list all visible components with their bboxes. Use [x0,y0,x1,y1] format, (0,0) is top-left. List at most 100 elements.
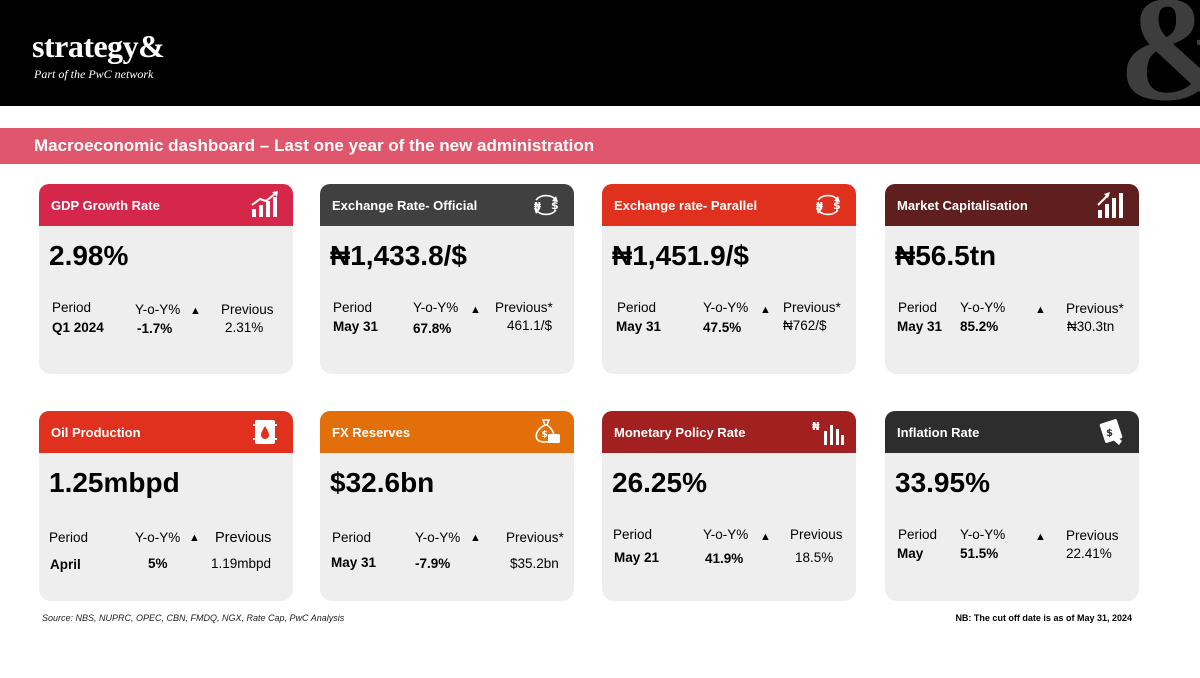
card-header: FX Reserves $ [320,411,574,453]
card-title: Inflation Rate [897,425,980,440]
card-title: FX Reserves [332,425,411,440]
title-banner: Macroeconomic dashboard – Last one year … [0,128,1200,164]
period-label: Period [49,530,89,545]
oil-production-card: Oil Production 1.25mbpd Period April Y-o… [39,411,293,601]
card-title: Exchange Rate- Official [332,198,478,213]
previous-value: ₦762/$ [783,318,827,333]
cutoff-note: NB: The cut off date is as of May 31, 20… [955,613,1132,623]
previous-value: $35.2bn [510,556,559,571]
card-header: Exchange Rate- Official ₦ $ [320,184,574,226]
period-label: Period [898,300,938,315]
market-capitalisation-card: Market Capitalisation ₦56.5tn Period May… [885,184,1139,374]
svg-text:$: $ [833,199,841,212]
up-triangle-icon: ▲ [470,304,481,316]
up-triangle-icon: ▲ [760,304,771,316]
yoy-label: Y-o-Y% [415,530,461,545]
card-title: GDP Growth Rate [51,198,160,213]
up-triangle-icon: ▲ [760,531,771,543]
previous-label: Previous [790,527,843,542]
period-value: May 31 [616,319,662,334]
up-triangle-icon: ▲ [1035,531,1046,543]
money-bag-icon: $ [535,419,560,443]
card-header: Oil Production [39,411,293,453]
period-label: Period [613,527,653,542]
period-label: Period [332,530,372,545]
card-header: Exchange rate- Parallel ₦ $ [602,184,856,226]
card-title: Exchange rate- Parallel [614,198,758,213]
yoy-label: Y-o-Y% [703,527,749,542]
oil-barrel-icon [253,420,277,444]
svg-text:$: $ [542,430,548,440]
yoy-value: 47.5% [703,320,742,335]
yoy-value: 85.2% [960,319,999,334]
period-value: April [50,557,81,572]
period-value: May 31 [897,319,943,334]
card-title: Monetary Policy Rate [614,425,746,440]
yoy-label: Y-o-Y% [413,300,459,315]
up-triangle-icon: ▲ [1035,304,1046,316]
period-value: Q1 2024 [52,320,104,335]
svg-text:₦: ₦ [816,201,823,212]
period-value: May [897,546,924,561]
previous-label: Previous [1066,528,1119,543]
up-triangle-icon: ▲ [189,532,200,544]
card-header: Inflation Rate $ [885,411,1139,453]
yoy-label: Y-o-Y% [135,530,181,545]
previous-label: Previous* [506,530,564,545]
previous-label: Previous* [1066,301,1124,316]
yoy-label: Y-o-Y% [703,300,749,315]
card-header: Monetary Policy Rate ₦ [602,411,856,453]
svg-text:$: $ [551,199,559,212]
metric-value: 2.98% [49,240,129,271]
previous-value: 1.19mbpd [211,556,272,571]
previous-label: Previous [221,302,274,317]
monetary-policy-rate-card: Monetary Policy Rate ₦ 26.25% Period May… [602,411,856,601]
bar-chart-up-icon [251,191,278,217]
previous-label: Previous [215,530,272,546]
yoy-label: Y-o-Y% [960,527,1006,542]
previous-value: 18.5% [795,550,834,565]
period-label: Period [617,300,657,315]
gdp-growth-card: GDP Growth Rate 2.98% Period Q1 2024 Y-o… [39,184,293,374]
logo-tagline: Part of the PwC network [34,67,154,81]
page-title: Macroeconomic dashboard – Last one year … [34,136,595,155]
period-value: May 31 [333,319,379,334]
period-label: Period [52,300,92,315]
period-label: Period [333,300,373,315]
previous-value: 461.1/$ [507,318,553,333]
naira-dollar-exchange-icon: ₦ $ [534,194,559,216]
price-tag-icon: $ [1099,419,1123,445]
bar-chart-up-icon [1097,192,1123,218]
card-header: GDP Growth Rate [39,184,293,226]
period-value: May 31 [331,555,377,570]
up-triangle-icon: ▲ [470,532,481,544]
yoy-value: 5% [148,556,168,571]
svg-text:₦: ₦ [534,201,541,212]
yoy-value: 41.9% [705,551,744,566]
previous-value: ₦30.3tn [1067,319,1115,334]
metric-value: 1.25mbpd [49,467,180,498]
previous-value: 2.31% [225,320,264,335]
metric-value: ₦56.5tn [895,240,997,271]
metric-value: 33.95% [895,467,990,498]
previous-label: Previous* [783,300,841,315]
metric-value: ₦1,433.8/$ [330,240,467,271]
strategy-logo[interactable]: strategy& [32,28,165,64]
fx-reserves-card: FX Reserves $ $32.6bn Period May 31 Y-o-… [320,411,574,601]
period-label: Period [898,527,938,542]
metric-value: $32.6bn [330,467,435,498]
metric-value: ₦1,451.9/$ [612,240,749,271]
source-note: Source: NBS, NUPRC, OPEC, CBN, FMDQ, NGX… [42,613,345,623]
svg-text:$: $ [1106,428,1113,439]
yoy-label: Y-o-Y% [960,300,1006,315]
metric-value: 26.25% [612,467,707,498]
yoy-value: 51.5% [960,546,999,561]
card-header: Market Capitalisation [885,184,1139,226]
yoy-label: Y-o-Y% [135,302,181,317]
previous-label: Previous* [495,300,553,315]
naira-bars-icon: ₦ [812,420,844,445]
yoy-value: -1.7% [137,321,173,336]
ampersand-mark: & [1118,0,1200,106]
exchange-rate-official-card: Exchange Rate- Official ₦ $ ₦1,433.8/$ P… [320,184,574,374]
exchange-rate-parallel-card: Exchange rate- Parallel ₦ $ ₦1,451.9/$ P… [602,184,856,374]
